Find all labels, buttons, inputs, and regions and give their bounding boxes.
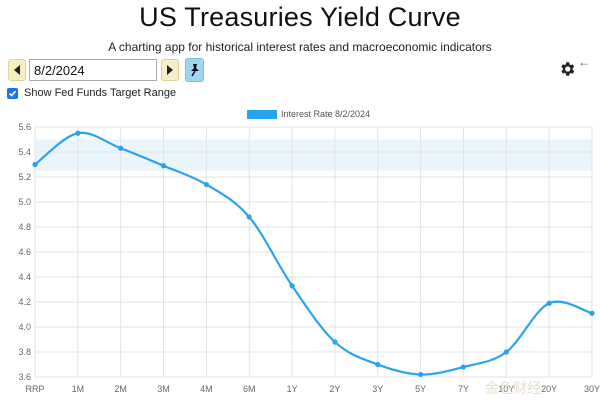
y-tick-label: 5.6 — [18, 122, 31, 132]
x-tick-label: 5Y — [415, 384, 426, 394]
y-tick-label: 3.8 — [18, 347, 31, 357]
data-point — [375, 361, 381, 368]
y-tick-label: 4.0 — [18, 322, 31, 332]
data-point — [460, 364, 467, 370]
data-point — [332, 339, 338, 345]
x-tick-label: 3Y — [372, 384, 383, 394]
legend-label: Interest Rate 8/2/2024 — [281, 109, 371, 119]
x-tick-label: 3M — [157, 384, 170, 394]
x-tick-label: 1M — [72, 384, 85, 394]
data-point — [118, 145, 124, 151]
pin-button[interactable] — [185, 58, 204, 82]
legend-swatch — [247, 109, 277, 119]
x-tick-label: 20Y — [541, 384, 557, 394]
date-input[interactable] — [29, 59, 157, 81]
data-point — [203, 181, 209, 188]
checkbox-label: Show Fed Funds Target Range — [24, 87, 177, 99]
y-tick-label: 5.0 — [18, 197, 31, 207]
page-subtitle: A charting app for historical interest r… — [108, 40, 492, 54]
next-date-button[interactable] — [161, 59, 179, 81]
page-title: US Treasuries Yield Curve — [139, 2, 461, 32]
previous-date-button[interactable] — [8, 59, 26, 81]
data-point — [289, 283, 295, 289]
data-point — [246, 214, 252, 220]
x-tick-label: 6M — [243, 384, 256, 394]
y-tick-label: 4.2 — [18, 297, 31, 307]
y-tick-label: 4.8 — [18, 222, 31, 232]
pin-icon — [190, 64, 199, 77]
triangle-left-icon — [14, 65, 20, 75]
data-point — [546, 300, 552, 306]
fed-funds-target-band — [35, 139, 592, 171]
watermark: 金色财经 — [485, 380, 541, 396]
arrow-left-icon[interactable]: ← — [578, 55, 590, 69]
y-tick-label: 5.2 — [18, 172, 31, 182]
y-tick-label: 4.4 — [18, 272, 31, 282]
gear-icon[interactable] — [558, 60, 576, 78]
y-tick-label: 4.6 — [18, 247, 31, 257]
x-tick-label: 1Y — [287, 384, 298, 394]
data-point — [503, 349, 509, 355]
fed-funds-toggle[interactable]: Show Fed Funds Target Range — [7, 86, 176, 100]
x-tick-label: 30Y — [584, 384, 600, 394]
data-point — [32, 161, 38, 168]
data-point — [418, 371, 424, 378]
check-icon — [8, 90, 17, 97]
x-tick-label: 2M — [114, 384, 127, 394]
checkbox[interactable] — [7, 87, 18, 99]
x-tick-label: 2Y — [329, 384, 340, 394]
yield-curve-chart: 5.6 5.4 5.2 5.0 4.8 4.6 4.4 4.2 4.0 3.8 3.6 RRP 1M 2M… — [18, 122, 600, 394]
x-tick-label: 4M — [200, 384, 213, 394]
x-tick-label: 7Y — [458, 384, 469, 394]
chart-legend[interactable]: Interest Rate 8/2/2024 — [247, 109, 370, 119]
y-tick-label: 5.4 — [18, 147, 31, 157]
data-point — [589, 310, 595, 316]
y-tick-label: 3.6 — [18, 372, 31, 382]
triangle-right-icon — [167, 65, 173, 75]
x-tick-label: 10Y — [498, 384, 514, 394]
x-tick-label: RRP — [25, 384, 44, 394]
data-point — [160, 163, 167, 169]
data-point — [75, 130, 81, 136]
